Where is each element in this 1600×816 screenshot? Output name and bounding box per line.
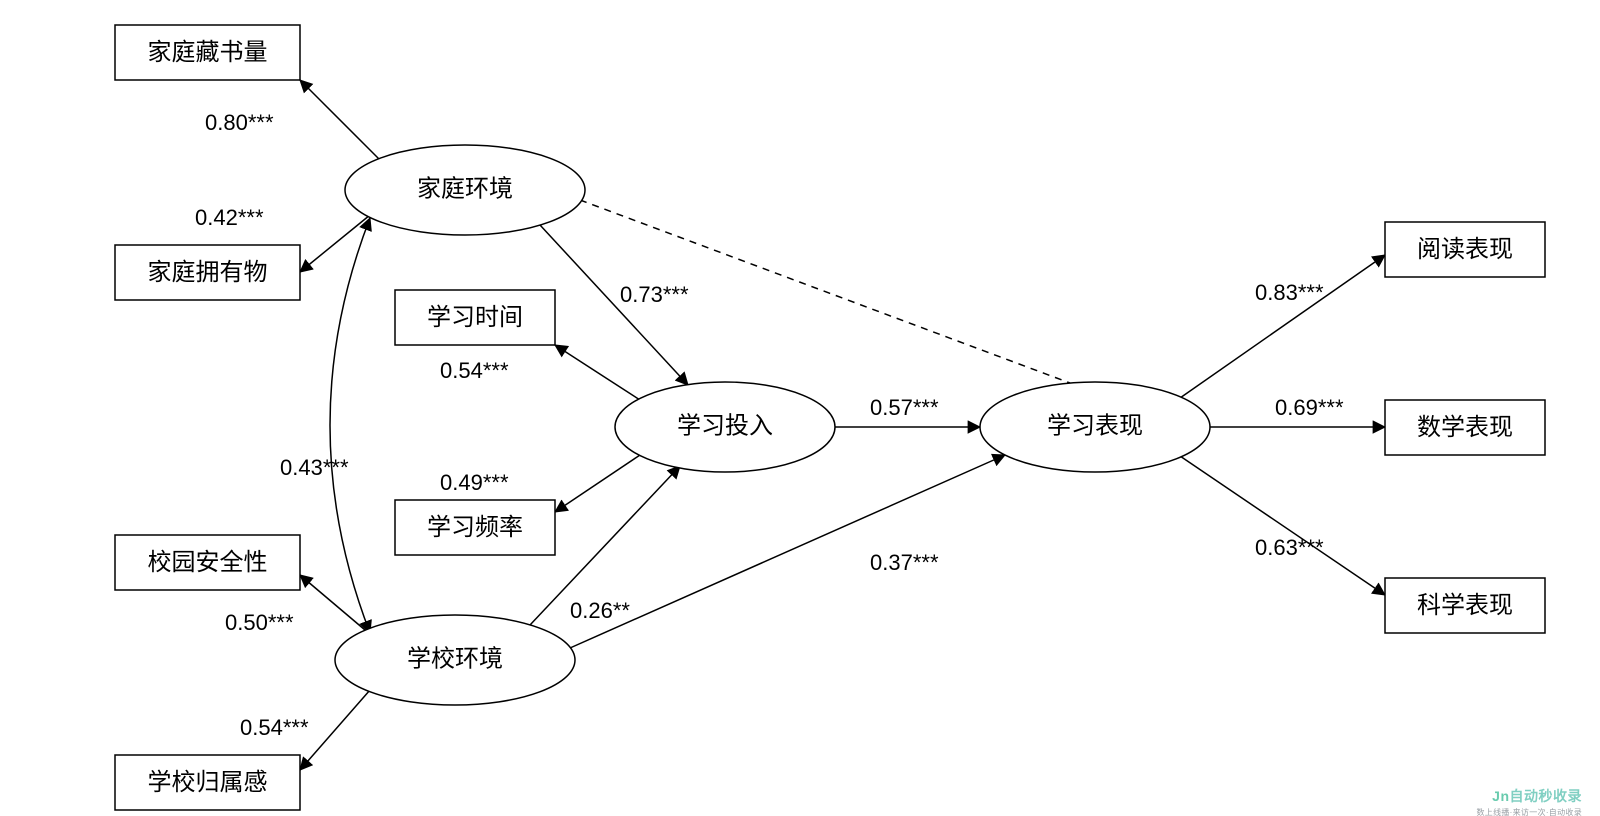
- node-label-math: 数学表现: [1417, 414, 1513, 441]
- watermark-sub: 数上线播·来访一次·自动收录: [1476, 807, 1582, 816]
- node-label-books: 家庭藏书量: [148, 39, 268, 66]
- edge-school_env-safety: [300, 575, 365, 630]
- edge-performance-science: [1180, 456, 1385, 595]
- edge-engagement-study_freq: [555, 455, 640, 512]
- edge-label-performance-math: 0.69***: [1275, 395, 1344, 420]
- watermark-logo: Jn自动秒收录: [1492, 786, 1582, 806]
- edge-label-school_env-belonging: 0.54***: [240, 715, 309, 740]
- edge-label-performance-science: 0.63***: [1255, 535, 1324, 560]
- node-label-possessions: 家庭拥有物: [148, 259, 268, 286]
- edge-label-performance-reading: 0.83***: [1255, 280, 1324, 305]
- node-label-engagement: 学习投入: [677, 412, 773, 439]
- edge-label-home_env-school_env: 0.43***: [280, 455, 349, 480]
- edge-label-engagement-performance: 0.57***: [870, 395, 939, 420]
- node-label-science: 科学表现: [1417, 592, 1513, 619]
- edge-label-school_env-engagement: 0.26**: [570, 598, 630, 623]
- edge-home_env-school_env: [330, 218, 370, 633]
- sem-diagram: 家庭环境学校环境 学习投入 学习表现 家庭藏书量家庭拥有物学习时间学习频率校园安全性学…: [0, 0, 1600, 816]
- edge-label-engagement-study_time: 0.54***: [440, 358, 509, 383]
- edge-label-home_env-engagement: 0.73***: [620, 282, 689, 307]
- node-label-safety: 校园安全性: [148, 549, 268, 576]
- node-label-belonging: 学校归属感: [148, 769, 268, 796]
- node-label-school_env: 学校环境: [407, 645, 503, 672]
- edge-performance-reading: [1180, 255, 1385, 398]
- edge-label-home_env-possessions: 0.42***: [195, 205, 264, 230]
- edge-label-home_env-books: 0.80***: [205, 110, 274, 135]
- node-label-study_freq: 学习频率: [427, 514, 523, 541]
- edge-label-school_env-performance: 0.37***: [870, 550, 939, 575]
- edge-label-engagement-study_freq: 0.49***: [440, 470, 509, 495]
- edge-home_env-books: [300, 80, 380, 160]
- node-label-home_env: 家庭环境: [417, 175, 513, 202]
- edge-engagement-study_time: [555, 345, 640, 400]
- node-label-performance: 学习表现: [1047, 412, 1143, 439]
- edge-school_env-performance: [570, 455, 1005, 648]
- edge-label-school_env-safety: 0.50***: [225, 610, 294, 635]
- edge-home_env-possessions: [300, 215, 370, 272]
- node-label-reading: 阅读表现: [1417, 236, 1513, 263]
- edge-school_env-belonging: [300, 690, 370, 770]
- node-label-study_time: 学习时间: [427, 304, 523, 331]
